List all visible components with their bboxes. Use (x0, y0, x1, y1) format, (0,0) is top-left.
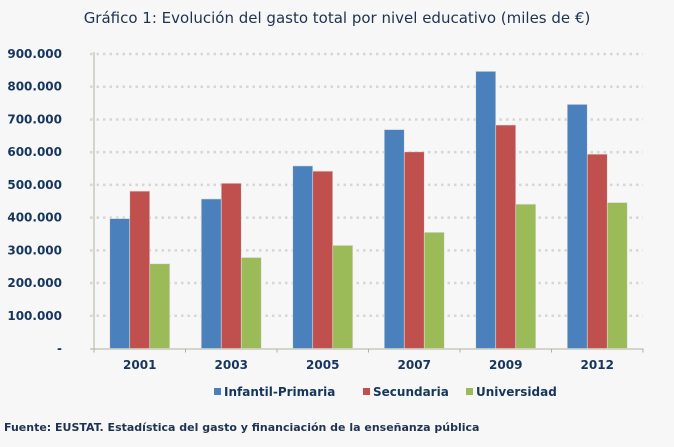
bar-secundaria-2009 (495, 124, 517, 349)
y-tick-label: 700.000 (7, 112, 62, 126)
bar-secundaria-2005 (312, 170, 334, 349)
y-tick-label: 400.000 (7, 211, 62, 225)
bar-infantil-primaria-2009 (475, 71, 497, 349)
y-tick-label: 600.000 (7, 145, 62, 159)
bar-universidad-2005 (332, 245, 354, 349)
bar-universidad-2001 (149, 263, 171, 349)
bar-universidad-2009 (515, 203, 537, 349)
legend-swatch (214, 388, 221, 395)
chart-title: Gráfico 1: Evolución del gasto total por… (83, 9, 591, 27)
source-note: Fuente: EUSTAT. Estadística del gasto y … (4, 421, 480, 434)
bar-infantil-primaria-2001 (109, 218, 131, 349)
bar-infantil-primaria-2005 (292, 165, 314, 349)
y-tick-label: 200.000 (7, 276, 62, 290)
legend-label: Infantil-Primaria (224, 385, 335, 399)
x-tick-label: 2001 (123, 358, 156, 372)
bar-universidad-2007 (423, 232, 445, 349)
x-tick-label: 2012 (581, 358, 614, 372)
x-tick-label: 2009 (489, 358, 522, 372)
y-tick-label: 900.000 (7, 47, 62, 61)
y-tick-label: 300.000 (7, 243, 62, 257)
bar-secundaria-2007 (403, 151, 425, 349)
x-tick-label: 2003 (215, 358, 248, 372)
bar-universidad-2003 (240, 257, 262, 349)
y-tick-label: - (57, 342, 62, 356)
bar-secundaria-2012 (586, 153, 608, 349)
y-tick-label: 500.000 (7, 178, 62, 192)
legend-label: Secundaria (373, 385, 449, 399)
bar-secundaria-2001 (129, 190, 151, 349)
bar-infantil-primaria-2007 (383, 129, 405, 349)
x-tick-label: 2007 (398, 358, 431, 372)
bar-universidad-2012 (606, 202, 628, 349)
bar-infantil-primaria-2012 (566, 104, 588, 349)
bar-infantil-primaria-2003 (200, 198, 222, 349)
legend-swatch (466, 388, 473, 395)
bar-secundaria-2003 (220, 182, 242, 349)
x-tick-label: 2005 (306, 358, 339, 372)
y-tick-label: 100.000 (7, 309, 62, 323)
legend-label: Universidad (476, 385, 557, 399)
legend-swatch (363, 388, 370, 395)
y-tick-label: 800.000 (7, 80, 62, 94)
